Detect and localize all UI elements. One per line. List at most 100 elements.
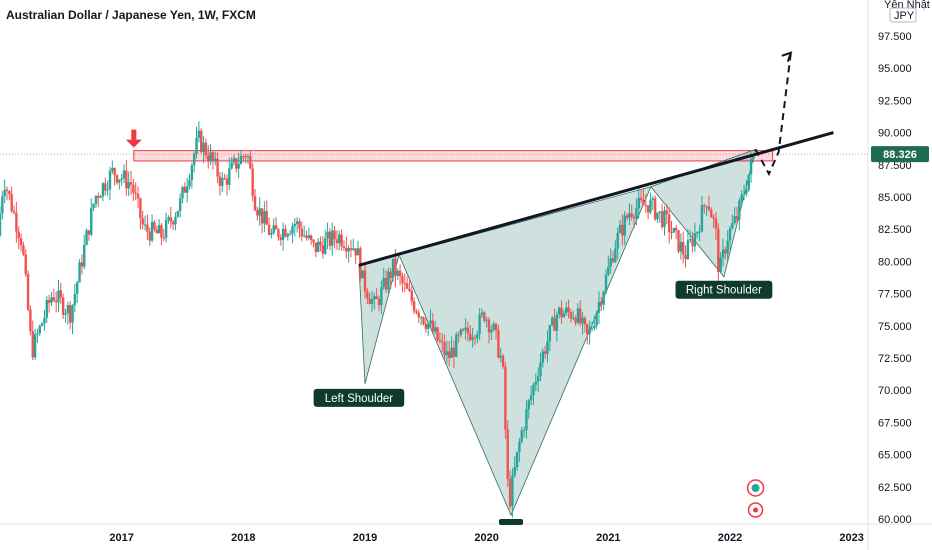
candle-body bbox=[221, 178, 224, 186]
candle-body bbox=[478, 314, 481, 335]
y-tick-label: 72.500 bbox=[878, 353, 912, 365]
candle-body bbox=[169, 217, 173, 222]
candle-body bbox=[665, 210, 669, 215]
candle-body bbox=[307, 235, 311, 239]
axis-top-label: Yên Nhật bbox=[884, 0, 930, 11]
candle-body bbox=[441, 341, 444, 343]
candle-body bbox=[476, 334, 479, 339]
candle-body bbox=[548, 325, 552, 342]
y-tick-label: 82.500 bbox=[878, 224, 912, 236]
candle-body bbox=[29, 309, 32, 332]
candle-body bbox=[504, 366, 507, 430]
x-tick-label: 2020 bbox=[474, 532, 498, 544]
x-tick-label: 2017 bbox=[109, 532, 133, 544]
candle-body bbox=[389, 271, 392, 278]
candle-body bbox=[373, 296, 376, 300]
candle-body bbox=[211, 152, 215, 162]
annotation-label-box[interactable] bbox=[675, 280, 773, 299]
candle-body bbox=[611, 258, 615, 262]
candle-body bbox=[274, 225, 278, 230]
candle-body bbox=[412, 301, 416, 312]
down-arrow-icon bbox=[125, 129, 142, 148]
candle-body bbox=[382, 278, 385, 288]
candle-body bbox=[300, 228, 304, 237]
candle-body bbox=[207, 155, 210, 162]
candle-body bbox=[52, 297, 56, 301]
annotation-label-box[interactable] bbox=[313, 388, 405, 407]
candle-body bbox=[525, 409, 528, 430]
candle-body bbox=[115, 175, 119, 183]
candle-body bbox=[522, 429, 526, 431]
candle-body bbox=[298, 221, 301, 229]
candle-body bbox=[724, 249, 727, 254]
y-tick-label: 97.500 bbox=[878, 31, 912, 43]
candle-body bbox=[68, 305, 72, 323]
y-tick-label: 62.500 bbox=[878, 482, 912, 494]
candle-body bbox=[597, 301, 601, 313]
candle-body bbox=[97, 195, 100, 198]
candle-body bbox=[593, 325, 596, 329]
candle-body bbox=[242, 156, 245, 158]
candle-body bbox=[546, 341, 549, 355]
current-price-badge[interactable] bbox=[871, 146, 929, 163]
currency-box[interactable] bbox=[889, 7, 917, 23]
candle-body bbox=[600, 301, 603, 305]
candle-body bbox=[291, 226, 294, 234]
candle-body bbox=[24, 254, 27, 275]
neckline[interactable] bbox=[358, 131, 834, 267]
candle-body bbox=[653, 198, 657, 220]
candle-body bbox=[178, 198, 182, 212]
candle-body bbox=[646, 205, 650, 213]
x-tick-label: 2021 bbox=[596, 532, 620, 544]
candle-body bbox=[272, 225, 275, 233]
candle-body bbox=[667, 214, 671, 232]
candle-body bbox=[391, 258, 395, 278]
candle-body bbox=[340, 234, 343, 247]
candle-body bbox=[682, 241, 685, 255]
candle-body bbox=[33, 334, 37, 358]
projection-arrowhead bbox=[781, 51, 793, 63]
candle-body bbox=[256, 210, 259, 216]
candle-body bbox=[651, 198, 654, 200]
candle-body bbox=[630, 213, 633, 217]
candle-body bbox=[459, 329, 463, 336]
candle-body bbox=[588, 328, 591, 335]
candle-body bbox=[557, 307, 561, 315]
candle-body bbox=[162, 237, 165, 239]
candle-body bbox=[712, 217, 715, 219]
candle-body bbox=[380, 287, 383, 306]
candle-body bbox=[621, 224, 624, 236]
candle-body bbox=[555, 314, 559, 331]
head-marker bbox=[499, 519, 523, 525]
candle-body bbox=[532, 384, 535, 396]
candle-body bbox=[387, 271, 390, 290]
resistance-zone[interactable] bbox=[133, 150, 774, 162]
candle-body bbox=[452, 347, 456, 357]
candle-body bbox=[59, 290, 63, 298]
candle-body bbox=[560, 307, 563, 318]
candle-body bbox=[569, 312, 573, 319]
candle-body bbox=[368, 298, 371, 304]
candle-body bbox=[249, 156, 252, 169]
candle-body bbox=[623, 215, 626, 236]
candle-body bbox=[251, 168, 254, 197]
candle-body bbox=[45, 299, 48, 318]
y-tick-label: 75.000 bbox=[878, 321, 912, 333]
candle-body bbox=[90, 208, 93, 235]
candle-body bbox=[352, 248, 355, 250]
candle-body bbox=[679, 241, 683, 252]
y-tick-label: 92.500 bbox=[878, 95, 912, 107]
candle-body bbox=[576, 308, 580, 323]
candle-body bbox=[422, 317, 425, 324]
candle-body bbox=[642, 199, 645, 206]
candle-body bbox=[246, 156, 250, 158]
candle-body bbox=[586, 324, 589, 335]
candle-body bbox=[19, 238, 23, 246]
candle-body bbox=[244, 156, 247, 158]
candle-body bbox=[455, 334, 458, 357]
projection-path bbox=[754, 52, 792, 177]
candle-body bbox=[457, 334, 460, 336]
candle-body bbox=[515, 451, 519, 468]
candle-body bbox=[726, 240, 729, 254]
